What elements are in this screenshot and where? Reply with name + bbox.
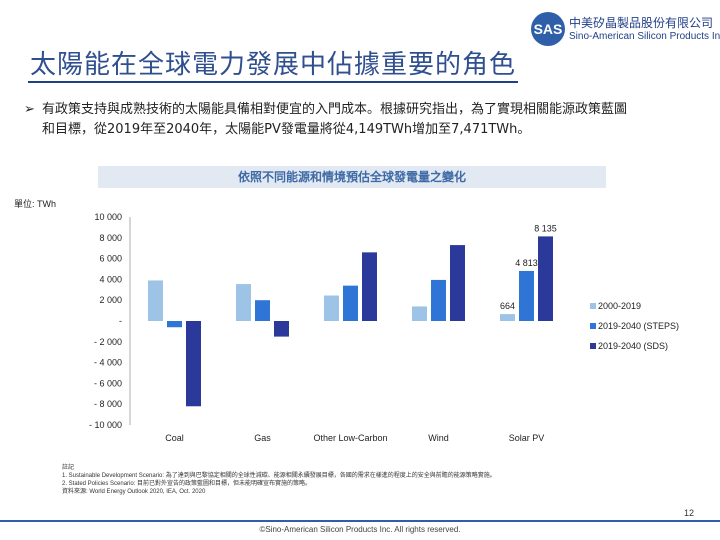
bullet-text-line2: 和目標，從2019年至2040年，太陽能PV發電量將從4,149TWh增加至7,… (42, 122, 531, 137)
bar (255, 300, 270, 321)
data-label: 8 135 (534, 223, 557, 233)
bar (519, 270, 534, 321)
company-logo: SAS 中美矽晶製品股份有限公司 Sino-American Silicon P… (531, 12, 720, 48)
y-tick-label: - 6 000 (94, 378, 122, 388)
bullet-text-line1: 有政策支持與成熟技術的太陽能具備相對便宜的入門成本。根據研究指出，為了實現相關能… (42, 102, 628, 117)
page-title: 太陽能在全球電力發展中佔據重要的角色 (30, 50, 517, 80)
bar (431, 279, 446, 321)
x-category-label: Coal (165, 433, 184, 443)
logo-name-en: Sino-American Silicon Products Inc. (569, 31, 720, 42)
notes-block: 註記 1. Sustainable Development Scenario: … (62, 464, 496, 496)
bar (186, 321, 201, 407)
summary-bullet: ➢ 有政策支持與成熟技術的太陽能具備相對便宜的入門成本。根據研究指出，為了實現相… (24, 100, 704, 140)
title-underline (28, 81, 518, 83)
x-category-label: Wind (428, 433, 449, 443)
copyright-text: ©Sino-American Silicon Products Inc. All… (259, 525, 461, 534)
y-tick-label: 6 000 (99, 254, 122, 264)
legend-swatch (590, 343, 596, 349)
x-category-label: Other Low-Carbon (313, 433, 387, 443)
notes-heading: 註記 (62, 465, 75, 471)
legend-swatch (590, 303, 596, 309)
unit-label: 單位: TWh (14, 199, 56, 209)
footer-rule (0, 520, 720, 522)
y-tick-label: - 8 000 (94, 399, 122, 409)
y-tick-label: 10 000 (94, 212, 122, 222)
bar (500, 314, 515, 321)
y-tick-label: - 10 000 (89, 420, 122, 430)
legend-label: 2019-2040 (STEPS) (598, 321, 679, 331)
legend-label: 2019-2040 (SDS) (598, 341, 668, 351)
bar (236, 284, 251, 321)
bar (362, 252, 377, 321)
y-tick-label: - (119, 316, 122, 326)
note-2: 2. Stated Policies Scenario: 目前已對外宣告的政策藍… (62, 481, 312, 487)
bar (450, 245, 465, 321)
x-category-label: Gas (254, 433, 271, 443)
logo-mark: SAS (531, 12, 565, 46)
data-label: 4 813 (515, 258, 538, 268)
note-1: 1. Sustainable Development Scenario: 為了達… (62, 473, 496, 479)
bar (274, 321, 289, 337)
data-label: 664 (500, 301, 515, 311)
page-number: 12 (684, 508, 695, 518)
legend-label: 2000-2019 (598, 301, 641, 311)
legend-swatch (590, 323, 596, 329)
bar (167, 321, 182, 328)
chart-title-bar: 依照不同能源和情境預估全球發電量之變化 (98, 166, 606, 188)
y-tick-label: 2 000 (99, 295, 122, 305)
bar (324, 295, 339, 321)
y-tick-label: - 4 000 (94, 358, 122, 368)
bar (412, 306, 427, 321)
y-tick-label: - 2 000 (94, 337, 122, 347)
y-tick-label: 8 000 (99, 233, 122, 243)
arrow-bullet-icon: ➢ (24, 102, 35, 117)
x-category-label: Solar PV (509, 433, 545, 443)
bar (343, 285, 358, 321)
bar (148, 280, 163, 321)
y-tick-label: 4 000 (99, 274, 122, 284)
notes-source: 資料來源: World Energy Outlook 2020, IEA, Oc… (62, 489, 206, 495)
bar (538, 236, 553, 321)
logo-name-cn: 中美矽晶製品股份有限公司 (569, 16, 714, 30)
